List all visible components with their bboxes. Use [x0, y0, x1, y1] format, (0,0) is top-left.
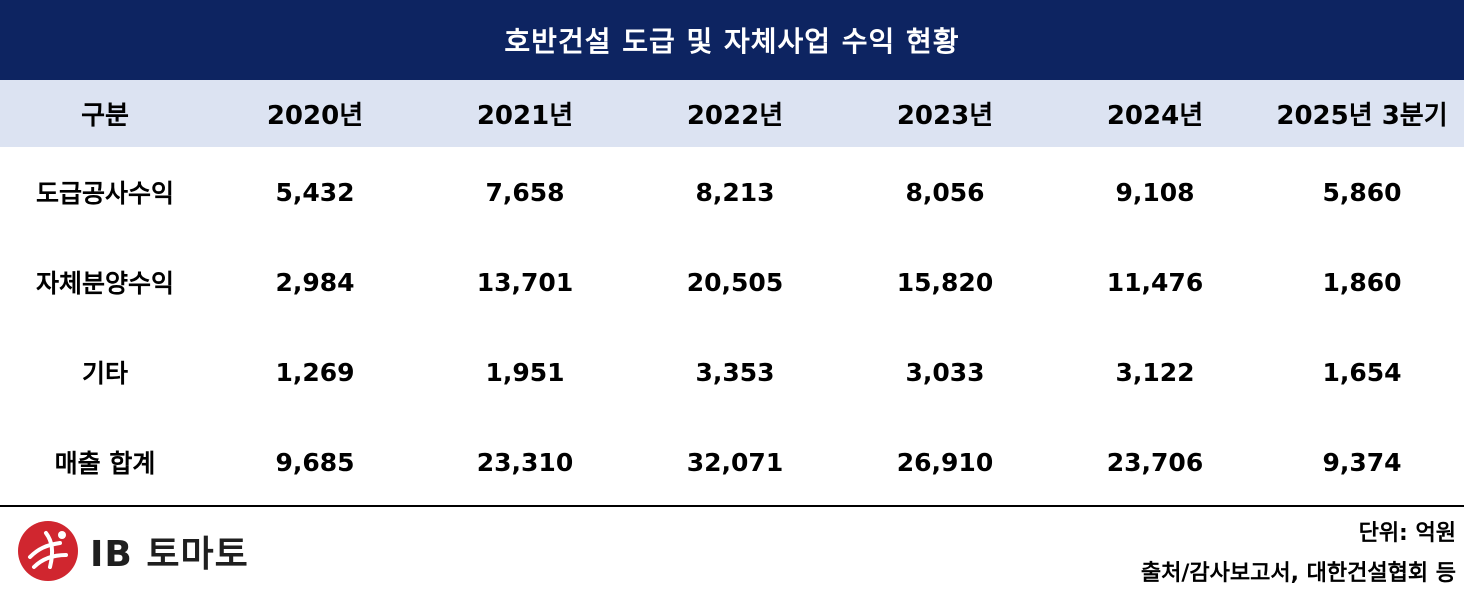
table-row: 기타 1,269 1,951 3,353 3,033 3,122 1,654	[0, 327, 1464, 417]
header-2021: 2021년	[476, 101, 574, 131]
table-row: 도급공사수익 5,432 7,658 8,213 8,056 9,108 5,8…	[0, 147, 1464, 237]
source-note: 출처/감사보고서, 대한건설협회 등	[1140, 561, 1456, 586]
table-cell: 1,951	[485, 357, 565, 387]
row-label: 기타	[81, 359, 128, 388]
header-2020: 2020년	[266, 101, 364, 131]
table-cell: 3,122	[1115, 357, 1195, 387]
table-title: 호반건설 도급 및 자체사업 수익 현황	[0, 0, 1464, 80]
table-cell: 7,658	[485, 177, 565, 207]
table-cell: 26,910	[896, 447, 994, 477]
table-cell: 23,706	[1106, 447, 1204, 477]
header-2024: 2024년	[1106, 101, 1204, 131]
row-label: 매출 합계	[54, 449, 156, 478]
table-cell: 32,071	[686, 447, 784, 477]
table-cell: 3,353	[695, 357, 775, 387]
table-cell: 9,374	[1322, 447, 1402, 477]
table-cell: 9,108	[1115, 177, 1195, 207]
table-row: 자체분양수익 2,984 13,701 20,505 15,820 11,476…	[0, 237, 1464, 327]
logo-text: IB 토마토	[90, 534, 249, 575]
table-cell: 8,056	[905, 177, 985, 207]
header-2022: 2022년	[686, 101, 784, 131]
ib-tomato-logo-icon	[18, 521, 78, 581]
table-row: 매출 합계 9,685 23,310 32,071 26,910 23,706 …	[0, 417, 1464, 507]
footer-notes: 단위: 억원 출처/감사보고서, 대한건설협회 등	[1141, 514, 1456, 594]
row-label: 자체분양수익	[35, 269, 174, 298]
table-cell: 1,269	[275, 357, 355, 387]
header-category: 구분	[81, 101, 129, 131]
table-cell: 13,701	[476, 267, 574, 297]
table-cell: 15,820	[896, 267, 994, 297]
table-cell: 1,654	[1322, 357, 1402, 387]
row-label: 도급공사수익	[35, 179, 174, 208]
table-cell: 11,476	[1106, 267, 1204, 297]
header-2023: 2023년	[896, 101, 994, 131]
ib-tomato-logo: IB 토마토	[16, 516, 249, 586]
table-cell: 5,860	[1322, 177, 1402, 207]
table-cell: 2,984	[275, 267, 355, 297]
bottom-divider	[0, 505, 1464, 507]
table-cell: 1,860	[1322, 267, 1402, 297]
revenue-table: 구분 2020년 2021년 2022년 2023년 2024년 2025년 3…	[0, 80, 1464, 507]
unit-note: 단위: 억원	[1358, 521, 1456, 546]
table-cell: 23,310	[476, 447, 574, 477]
table-cell: 20,505	[686, 267, 784, 297]
table-cell: 5,432	[275, 177, 355, 207]
table-cell: 8,213	[695, 177, 775, 207]
header-2025-q3: 2025년 3분기	[1276, 101, 1448, 131]
table-cell: 9,685	[275, 447, 355, 477]
header-row: 구분 2020년 2021년 2022년 2023년 2024년 2025년 3…	[0, 80, 1464, 147]
table-cell: 3,033	[905, 357, 985, 387]
